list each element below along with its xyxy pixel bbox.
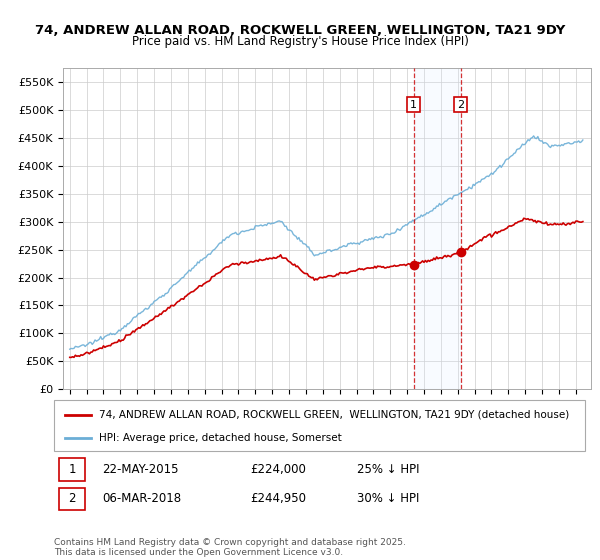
Text: Contains HM Land Registry data © Crown copyright and database right 2025.
This d: Contains HM Land Registry data © Crown c… [54,538,406,557]
FancyBboxPatch shape [54,400,585,451]
Text: 22-MAY-2015: 22-MAY-2015 [102,463,178,476]
Text: 1: 1 [68,463,76,476]
Text: 1: 1 [410,100,417,110]
FancyBboxPatch shape [59,488,85,510]
Text: 30% ↓ HPI: 30% ↓ HPI [356,492,419,505]
Text: £224,000: £224,000 [250,463,307,476]
Text: 74, ANDREW ALLAN ROAD, ROCKWELL GREEN, WELLINGTON, TA21 9DY: 74, ANDREW ALLAN ROAD, ROCKWELL GREEN, W… [35,24,565,38]
Text: 74, ANDREW ALLAN ROAD, ROCKWELL GREEN,  WELLINGTON, TA21 9DY (detached house): 74, ANDREW ALLAN ROAD, ROCKWELL GREEN, W… [99,409,569,419]
Text: 25% ↓ HPI: 25% ↓ HPI [356,463,419,476]
FancyBboxPatch shape [59,458,85,480]
Bar [413,68,461,389]
Text: Price paid vs. HM Land Registry's House Price Index (HPI): Price paid vs. HM Land Registry's House … [131,35,469,49]
Text: 2: 2 [457,100,464,110]
Text: £244,950: £244,950 [250,492,307,505]
Text: HPI: Average price, detached house, Somerset: HPI: Average price, detached house, Some… [99,433,342,443]
Text: 06-MAR-2018: 06-MAR-2018 [102,492,181,505]
Text: 2: 2 [68,492,76,505]
